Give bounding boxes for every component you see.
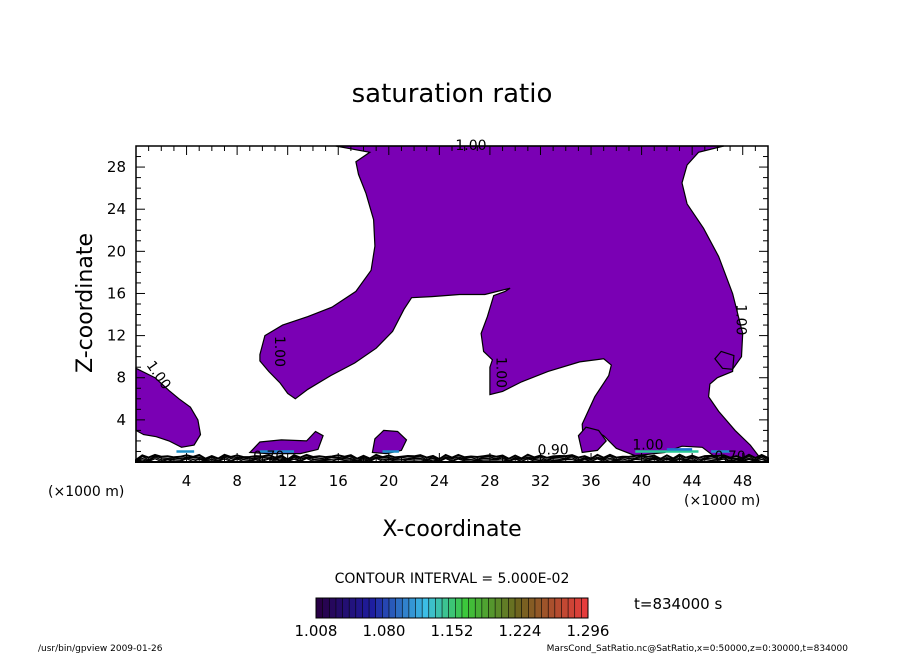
- colorbar-band: [554, 598, 562, 618]
- colorbar-band: [541, 598, 549, 618]
- contour-label: 0.70: [253, 449, 284, 465]
- x-tick-label: 28: [480, 472, 499, 490]
- colorbar-band: [382, 598, 389, 618]
- colorbar-band: [435, 598, 443, 618]
- time-label: t=834000 s: [634, 595, 722, 613]
- colorbar-band: [335, 598, 343, 618]
- colorbar-band: [415, 598, 423, 618]
- x-tick-label: 48: [733, 472, 752, 490]
- colorbar-band: [428, 598, 436, 618]
- colorbar-band: [488, 598, 496, 618]
- colorbar-band: [369, 598, 376, 618]
- colorbar-band: [329, 598, 336, 618]
- colorbar-band: [581, 598, 588, 618]
- colorbar-frame: [315, 597, 589, 619]
- x-axis-ticks: 4 8 12 16 20 24 28 32 36 40 44 48: [135, 146, 769, 490]
- colorbar-band: [515, 598, 522, 618]
- footer-right: MarsCond_SatRatio.nc@SatRatio,x=0:50000,…: [547, 644, 849, 654]
- y-axis-label: Z-coordinate: [73, 233, 98, 373]
- colorbar-label: 1.296: [567, 622, 610, 640]
- contour-label: 1.00: [271, 336, 287, 367]
- colorbar-label: 1.224: [499, 622, 542, 640]
- x-tick-label: 4: [182, 472, 192, 490]
- x-tick-label: 8: [232, 472, 242, 490]
- colorbar-band: [461, 598, 469, 618]
- colorbar-band: [468, 598, 476, 618]
- y-tick-label: 24: [107, 200, 126, 218]
- contour-label: 1.00: [732, 304, 748, 335]
- colorbar-band: [495, 598, 502, 618]
- x-tick-label: 20: [379, 472, 398, 490]
- colorbar-band: [349, 598, 356, 618]
- contour-label: 1.00: [492, 357, 508, 388]
- colorbar-label: 1.008: [295, 622, 338, 640]
- colorbar-band: [448, 598, 456, 618]
- colorbar-band: [322, 598, 330, 618]
- x-tick-label: 36: [581, 472, 600, 490]
- colorbar-band: [508, 598, 516, 618]
- y-tick-label: 4: [116, 411, 126, 429]
- y-tick-label: 8: [116, 369, 126, 387]
- colorbar-band: [501, 598, 509, 618]
- colorbar-band: [316, 598, 323, 618]
- fill-left-region: [135, 367, 202, 448]
- colorbar-band: [521, 598, 529, 618]
- colorbar-band: [548, 598, 555, 618]
- contour-label: 1.00: [455, 138, 486, 154]
- colorbar-band: [561, 598, 569, 618]
- colorbar-band: [568, 598, 575, 618]
- colorbar-label: 1.152: [431, 622, 474, 640]
- colorbar-band: [408, 598, 416, 618]
- colorbar-band: [422, 598, 429, 618]
- colorbar-band: [342, 598, 350, 618]
- contour-labels: 1.001.001.001.001.000.900.70 0.701.00: [143, 138, 749, 465]
- contour-label: 0.90: [538, 443, 569, 459]
- contour-label: 0.70: [714, 449, 745, 465]
- colorbar-band: [355, 598, 363, 618]
- x-tick-label: 40: [632, 472, 651, 490]
- colorbar-band: [574, 598, 582, 618]
- footer-left: /usr/bin/gpview 2009-01-26: [38, 644, 163, 654]
- fill-blob-0: [248, 430, 324, 455]
- colorbar-band: [481, 598, 489, 618]
- contour-fill-region: [135, 145, 769, 463]
- y-tick-label: 20: [107, 242, 126, 260]
- colorbar-band: [402, 598, 409, 618]
- colorbar-band: [475, 598, 482, 618]
- colorbar-band: [395, 598, 403, 618]
- y-tick-label: 12: [107, 327, 126, 345]
- colorbar-label: 1.080: [363, 622, 406, 640]
- colorbar-band: [455, 598, 462, 618]
- x-tick-label: 32: [531, 472, 550, 490]
- x-tick-label: 12: [278, 472, 297, 490]
- x-unit-label-right: (×1000 m): [684, 493, 760, 509]
- colorbar-band: [534, 598, 542, 618]
- x-tick-label: 44: [683, 472, 702, 490]
- x-tick-label: 24: [430, 472, 449, 490]
- colorbar-band: [375, 598, 383, 618]
- contour-label: 1.00: [632, 437, 663, 453]
- fill-main-region: [259, 145, 760, 460]
- colorbar-labels: 1.008 1.080 1.152 1.224 1.296: [295, 622, 610, 640]
- x-axis-label: X-coordinate: [382, 517, 521, 542]
- x-unit-label-left: (×1000 m): [48, 484, 124, 500]
- colorbar-band: [362, 598, 370, 618]
- y-tick-label: 16: [107, 284, 126, 302]
- fill-blob-1: [371, 429, 408, 455]
- colorbar-band: [442, 598, 449, 618]
- y-axis-ticks: 4 8 12 16 20 24 28: [107, 145, 768, 463]
- x-tick-label: 16: [329, 472, 348, 490]
- colorbar-band: [528, 598, 535, 618]
- y-tick-label: 28: [107, 158, 126, 176]
- colorbar: [315, 597, 589, 619]
- fill-blob-2: [577, 426, 607, 454]
- contour-interval-text: CONTOUR INTERVAL = 5.000E-02: [335, 571, 570, 587]
- chart-title: saturation ratio: [352, 79, 553, 109]
- colorbar-band: [388, 598, 396, 618]
